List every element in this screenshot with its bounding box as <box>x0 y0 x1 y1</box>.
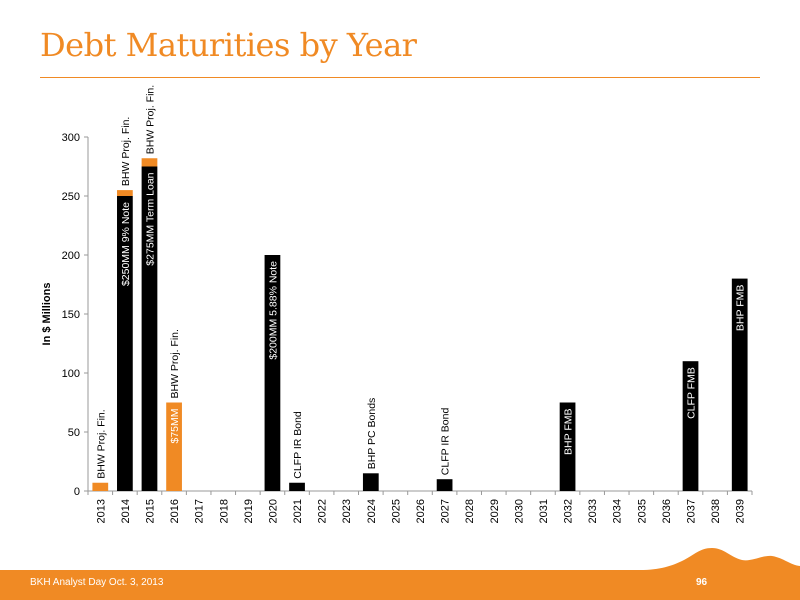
x-tick-label: 2036 <box>661 499 673 523</box>
bar-annotation: BHP FMB <box>563 409 575 455</box>
x-tick-label: 2016 <box>169 499 181 523</box>
bar-annotation: CLFP FMB <box>686 367 698 419</box>
bar-segment <box>264 255 281 491</box>
x-tick-label: 2031 <box>538 499 550 523</box>
bar-segment <box>682 361 699 491</box>
x-tick-label: 2039 <box>735 499 747 523</box>
x-tick-label: 2014 <box>120 499 132 523</box>
bar-segment <box>141 166 158 491</box>
x-tick-label: 2020 <box>267 499 279 523</box>
y-tick-label: 100 <box>62 368 80 380</box>
bar-segment <box>362 473 379 491</box>
bar-annotation: BHP FMB <box>735 285 747 331</box>
bar-segment <box>731 278 748 491</box>
title-divider <box>40 77 760 78</box>
x-tick-label: 2018 <box>218 499 230 523</box>
y-tick-label: 200 <box>62 250 80 262</box>
x-tick-label: 2022 <box>317 499 329 523</box>
y-tick-label: 50 <box>68 427 80 439</box>
x-tick-label: 2026 <box>415 499 427 523</box>
x-tick-label: 2023 <box>341 499 353 523</box>
x-tick-label: 2021 <box>292 499 304 523</box>
y-tick-label: 250 <box>62 191 80 203</box>
bar-annotation: CLFP IR Bond <box>440 408 452 476</box>
x-tick-label: 2015 <box>144 499 156 523</box>
bar-annotation: BHP PC Bonds <box>366 398 378 470</box>
x-tick-label: 2037 <box>686 499 698 523</box>
y-tick-label: 0 <box>74 486 80 498</box>
bar-segment <box>117 190 133 196</box>
bar-segment <box>141 158 158 167</box>
bar-annotation: $275MM Term Loan <box>144 172 156 265</box>
x-tick-label: 2035 <box>636 499 648 523</box>
y-tick-label: 150 <box>62 309 80 321</box>
y-axis-label: In $ Millions <box>41 283 53 346</box>
bar-segment <box>559 402 576 491</box>
x-tick-label: 2017 <box>194 499 206 523</box>
bar-segment <box>117 196 133 491</box>
x-tick-label: 2033 <box>587 499 599 523</box>
bar-annotation: BHW Proj. Fin. <box>95 409 107 478</box>
bar-segment <box>92 482 109 491</box>
x-tick-label: 2032 <box>563 499 575 523</box>
bar-segment <box>166 402 182 491</box>
bar-segment <box>436 479 453 491</box>
x-tick-label: 2030 <box>513 499 525 523</box>
bar-annotation: $250MM 9% Note <box>120 202 132 286</box>
y-tick-label: 300 <box>62 132 80 144</box>
x-tick-label: 2027 <box>440 499 452 523</box>
x-tick-label: 2019 <box>243 499 255 523</box>
x-tick-label: 2034 <box>612 499 624 523</box>
x-tick-label: 2013 <box>95 499 107 523</box>
x-tick-label: 2025 <box>390 499 402 523</box>
bar-segment <box>289 482 305 491</box>
x-tick-label: 2038 <box>710 499 722 523</box>
bar-annotation: BHW Proj. Fin. <box>144 85 156 154</box>
bar-annotation: $75MM <box>169 409 181 444</box>
x-tick-label: 2024 <box>366 499 378 523</box>
bar-annotation: $200MM 5.88% Note <box>267 261 279 360</box>
bar-annotation: CLFP IR Bond <box>292 411 304 479</box>
x-tick-label: 2029 <box>489 499 501 523</box>
bar-annotation: BHW Proj. Fin. <box>169 329 181 398</box>
bar-annotation: BHW Proj. Fin. <box>120 117 132 186</box>
x-tick-label: 2028 <box>464 499 476 523</box>
page-title: Debt Maturities by Year <box>40 26 417 64</box>
